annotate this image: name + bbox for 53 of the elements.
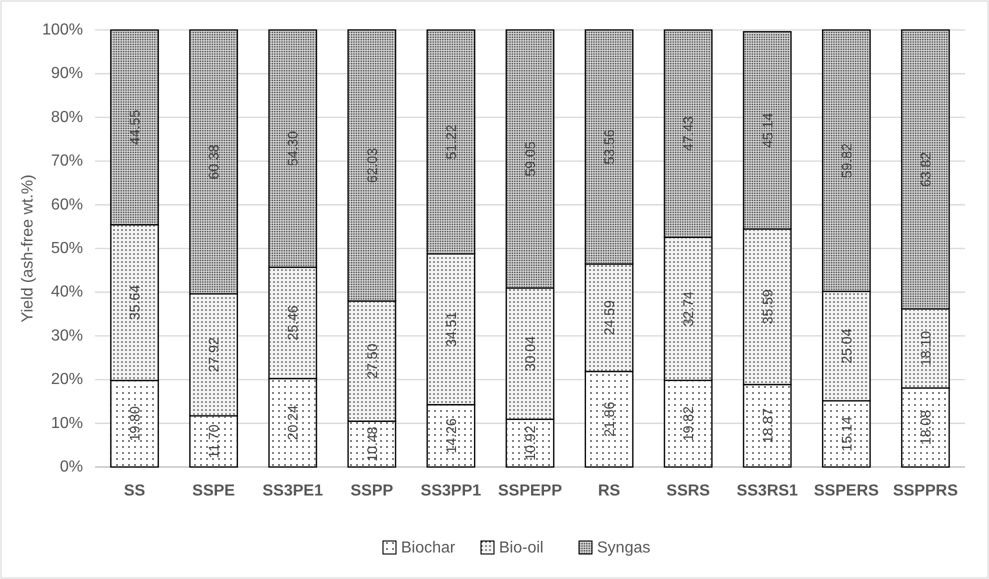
x-tick-label: SSPPRS <box>892 482 958 500</box>
data-label: 35.59 <box>759 289 776 324</box>
data-label: 18.87 <box>759 408 776 444</box>
x-tick-label: SSPEPP <box>498 482 562 500</box>
data-label: 18.10 <box>917 330 934 366</box>
data-label: 20.24 <box>284 405 301 440</box>
x-tick-label: RS <box>598 482 621 500</box>
y-tick-label: 50% <box>50 240 83 257</box>
data-label: 63.82 <box>917 152 934 187</box>
x-tick-label: SSPERS <box>814 482 880 500</box>
x-tick-label: SSRS <box>666 482 710 500</box>
y-axis-title: Yield (ash-free wt.%) <box>20 174 36 322</box>
x-tick-label: SSPP <box>350 482 394 500</box>
data-label: 25.46 <box>284 305 301 340</box>
data-label: 27.50 <box>364 343 380 379</box>
data-label: 60.38 <box>206 144 222 180</box>
data-label: 14.26 <box>442 418 459 454</box>
y-tick-label: 20% <box>50 371 83 388</box>
y-tick-label: 100% <box>42 22 83 38</box>
data-label: 27.92 <box>206 337 222 372</box>
y-tick-label: 80% <box>50 108 83 126</box>
y-tick-label: 90% <box>50 65 83 82</box>
data-label: 21.86 <box>601 402 618 437</box>
x-tick-label: SSPE <box>192 482 236 500</box>
data-label: 10.92 <box>522 425 538 461</box>
data-label: 30.04 <box>522 336 538 372</box>
data-label: 19.80 <box>126 406 143 442</box>
y-tick-label: 10% <box>50 414 83 432</box>
x-tick-label: SS3PE1 <box>262 482 324 500</box>
data-label: 32.74 <box>680 291 696 326</box>
data-label: 10.48 <box>364 426 380 462</box>
data-label: 11.70 <box>206 424 222 458</box>
data-label: 62.03 <box>364 148 380 184</box>
data-label: 35.64 <box>126 284 143 320</box>
data-label: 19.82 <box>680 406 696 442</box>
data-label: 18.08 <box>917 410 934 446</box>
data-label: 15.14 <box>838 416 854 452</box>
data-label: 25.04 <box>838 328 854 364</box>
data-label: 34.51 <box>442 312 459 347</box>
legend-label: Syngas <box>597 540 650 556</box>
y-tick-label: 30% <box>50 327 83 344</box>
y-tick-label: 0% <box>60 458 83 476</box>
legend-label: Bio-oil <box>499 540 544 556</box>
y-tick-label: 40% <box>50 284 83 301</box>
y-tick-label: 60% <box>50 196 83 214</box>
x-tick-label: SS <box>124 482 146 500</box>
x-tick-label: SS3PP1 <box>420 482 482 500</box>
y-tick-label: 70% <box>50 152 83 170</box>
x-tick-label: SS3RS1 <box>736 482 798 500</box>
data-label: 24.59 <box>601 300 618 336</box>
legend-label: Biochar <box>401 540 456 556</box>
data-label: 47.43 <box>680 116 696 152</box>
data-label: 59.05 <box>522 141 538 177</box>
